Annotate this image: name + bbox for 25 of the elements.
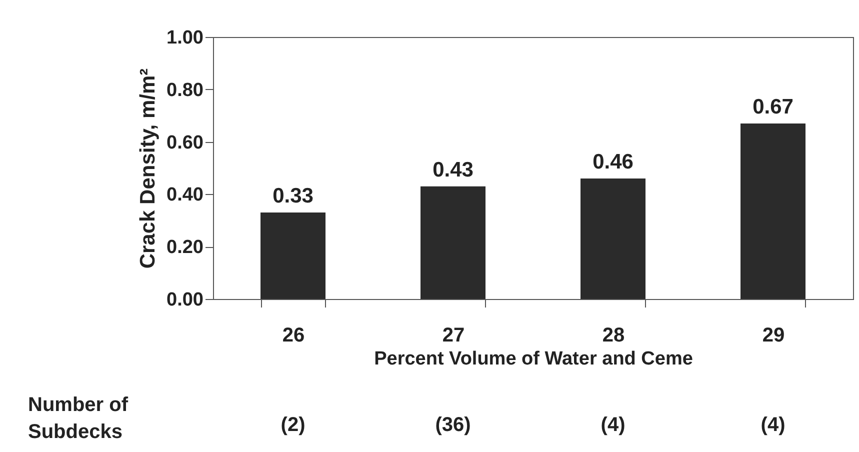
x-tick-label: 26 [282, 324, 305, 346]
y-tick-label: 0.20 [166, 237, 204, 258]
bar [740, 123, 806, 299]
text: (4) [760, 414, 786, 436]
bar [420, 186, 486, 299]
data-label: 0.33 [272, 184, 314, 208]
y-axis-title: Crack Density, m/m² [136, 68, 160, 269]
y-tick-label: 0.60 [166, 132, 204, 154]
text: (2) [280, 414, 306, 436]
text: (36) [435, 414, 471, 436]
bar [580, 178, 646, 299]
y-tick-label: 0.00 [166, 290, 204, 310]
data-label: 0.46 [592, 150, 634, 174]
y-tick-label: 0.40 [166, 184, 204, 206]
bar [260, 212, 326, 299]
y-tick-label: 0.80 [166, 80, 204, 101]
x-tick-label: 27 [442, 324, 465, 346]
x-axis-title: Percent Volume of Water and Ceme [374, 348, 693, 370]
text: Number of Subdecks [28, 394, 128, 443]
x-tick-label: 28 [602, 324, 625, 346]
y-tick-label: 1.00 [166, 28, 204, 48]
data-label: 0.67 [752, 95, 794, 118]
x-tick-label: 29 [762, 324, 785, 346]
text: (4) [600, 414, 626, 436]
data-label: 0.43 [432, 158, 474, 182]
